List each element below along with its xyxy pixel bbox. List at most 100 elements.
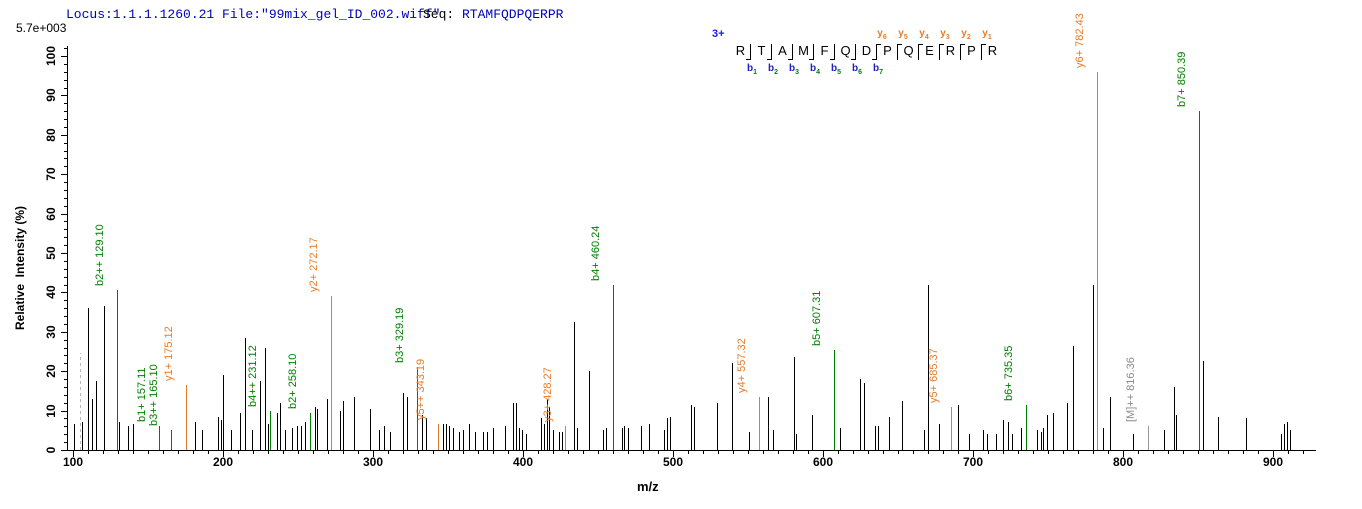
- annotated-peak: [951, 406, 953, 450]
- peak: [1053, 412, 1055, 450]
- x-tick: [703, 451, 704, 454]
- peak: [1176, 414, 1178, 450]
- peak: [664, 430, 666, 450]
- peak: [383, 426, 385, 450]
- y-tick: [64, 79, 67, 81]
- x-tick: [1168, 451, 1169, 454]
- peak: [562, 432, 563, 450]
- locus-file-label: Locus:1.1.1.1260.21 File:"99mix_gel_ID_0…: [66, 7, 441, 22]
- x-tick: [883, 451, 884, 454]
- y-axis-title: Relative Intensity (%): [13, 205, 27, 331]
- y-tick: [61, 56, 67, 57]
- peak: [526, 434, 528, 450]
- x-tick: [613, 451, 614, 454]
- x-axis-title: m/z: [637, 479, 659, 494]
- x-tick: [358, 451, 359, 454]
- y-tick: [64, 300, 67, 302]
- peak: [768, 396, 770, 450]
- b-ion-label: b2: [767, 63, 778, 76]
- x-tick-label: 800: [1112, 455, 1134, 469]
- x-tick: [133, 451, 134, 454]
- peak: [1280, 434, 1282, 450]
- x-tick: [523, 451, 524, 457]
- x-tick: [448, 451, 449, 454]
- x-tick: [1048, 451, 1049, 454]
- x-tick: [328, 451, 329, 454]
- y-tick: [61, 292, 67, 294]
- y-tick: [64, 245, 67, 247]
- peak: [1011, 434, 1013, 450]
- y-tick: [64, 308, 67, 310]
- x-tick: [568, 451, 569, 454]
- peak: [96, 381, 98, 450]
- peak-label: [M]++ 816.36: [1124, 357, 1137, 423]
- peak: [1036, 430, 1038, 450]
- peak: [276, 412, 278, 450]
- annotated-peak: [170, 430, 172, 450]
- x-tick: [553, 451, 554, 454]
- residue-letter: P: [883, 43, 892, 58]
- peak: [589, 371, 591, 450]
- peak: [731, 363, 733, 450]
- y-ion-label: y5: [898, 28, 908, 41]
- x-tick: [433, 451, 434, 454]
- y-tick: [64, 402, 67, 404]
- peak-label: b2++ 129.10: [93, 224, 106, 287]
- peak: [1287, 422, 1289, 450]
- peak: [220, 420, 222, 450]
- x-tick: [418, 451, 419, 454]
- b-ion-label: b6: [851, 63, 862, 76]
- x-tick: [793, 451, 794, 454]
- annotated-peak: [1026, 404, 1028, 450]
- b-divider-tick: [788, 59, 792, 60]
- residue-letter: M: [798, 43, 809, 58]
- peak: [267, 424, 269, 450]
- y-tick: [61, 331, 67, 333]
- peak: [370, 408, 371, 450]
- y-tick-label: 0: [44, 446, 58, 454]
- peak: [74, 424, 76, 450]
- x-tick: [1198, 451, 1199, 454]
- peak: [839, 428, 841, 450]
- x-tick: [1078, 451, 1079, 454]
- y-tick: [64, 237, 67, 239]
- peak: [623, 426, 625, 450]
- x-tick: [808, 451, 809, 454]
- peak: [280, 402, 282, 450]
- y-tick: [64, 150, 67, 152]
- peak: [641, 426, 643, 450]
- residue-letter: Q: [903, 43, 914, 58]
- peak: [475, 432, 477, 450]
- peak-label: b4+ 460.24: [590, 225, 603, 281]
- peak: [521, 430, 523, 450]
- peak: [240, 412, 242, 450]
- x-tick: [253, 451, 254, 454]
- x-tick: [1003, 451, 1004, 454]
- peak: [995, 434, 997, 450]
- peak: [292, 428, 293, 450]
- peak: [546, 398, 548, 450]
- x-tick: [1063, 451, 1064, 454]
- x-tick: [1273, 451, 1274, 457]
- peak: [493, 428, 495, 450]
- y-tick: [64, 189, 67, 191]
- b-ion-label: b3: [788, 63, 799, 76]
- peak: [305, 422, 307, 450]
- x-tick: [1243, 451, 1244, 454]
- b-divider-tick: [830, 59, 834, 60]
- x-tick: [163, 451, 164, 454]
- peak: [1021, 428, 1023, 450]
- fragment-divider: [939, 44, 940, 60]
- peak: [343, 400, 345, 450]
- peak: [1040, 432, 1042, 450]
- x-tick: [283, 451, 284, 454]
- peak: [552, 430, 554, 450]
- peak: [127, 426, 129, 450]
- residue-letter: F: [820, 43, 829, 58]
- y-tick: [64, 142, 67, 144]
- x-tick: [778, 451, 779, 454]
- peak: [512, 402, 514, 450]
- peak: [301, 426, 303, 450]
- peak: [317, 408, 319, 450]
